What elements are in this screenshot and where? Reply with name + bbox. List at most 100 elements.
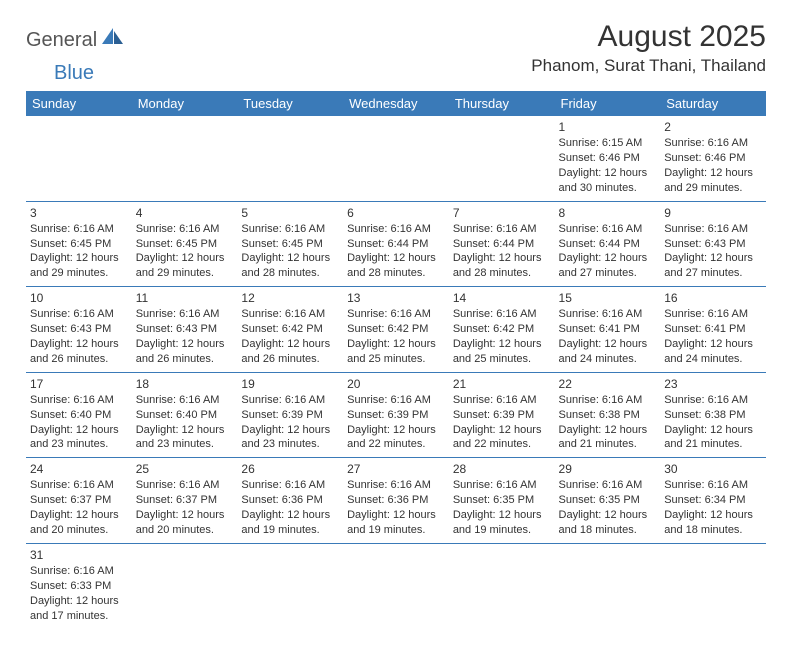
sunset-text: Sunset: 6:40 PM bbox=[30, 408, 128, 423]
sunset-text: Sunset: 6:40 PM bbox=[136, 408, 234, 423]
daylight-text: Daylight: 12 hours and 23 minutes. bbox=[241, 423, 339, 453]
month-title: August 2025 bbox=[531, 20, 766, 54]
calendar-cell: 23Sunrise: 6:16 AMSunset: 6:38 PMDayligh… bbox=[660, 372, 766, 458]
day-number: 27 bbox=[347, 461, 445, 477]
weekday-header: Saturday bbox=[660, 91, 766, 116]
day-number: 10 bbox=[30, 290, 128, 306]
sunrise-text: Sunrise: 6:16 AM bbox=[347, 393, 445, 408]
day-number: 20 bbox=[347, 376, 445, 392]
sunset-text: Sunset: 6:35 PM bbox=[453, 493, 551, 508]
day-number: 24 bbox=[30, 461, 128, 477]
sunrise-text: Sunrise: 6:16 AM bbox=[453, 307, 551, 322]
sunrise-text: Sunrise: 6:15 AM bbox=[559, 136, 657, 151]
sunset-text: Sunset: 6:42 PM bbox=[241, 322, 339, 337]
logo-text-blue: Blue bbox=[54, 62, 94, 85]
sunset-text: Sunset: 6:34 PM bbox=[664, 493, 762, 508]
daylight-text: Daylight: 12 hours and 22 minutes. bbox=[347, 423, 445, 453]
daylight-text: Daylight: 12 hours and 20 minutes. bbox=[136, 508, 234, 538]
daylight-text: Daylight: 12 hours and 21 minutes. bbox=[559, 423, 657, 453]
daylight-text: Daylight: 12 hours and 23 minutes. bbox=[30, 423, 128, 453]
calendar-cell: 2Sunrise: 6:16 AMSunset: 6:46 PMDaylight… bbox=[660, 116, 766, 201]
sunset-text: Sunset: 6:39 PM bbox=[241, 408, 339, 423]
calendar-cell bbox=[660, 543, 766, 628]
sunset-text: Sunset: 6:41 PM bbox=[664, 322, 762, 337]
sunrise-text: Sunrise: 6:16 AM bbox=[136, 393, 234, 408]
sunset-text: Sunset: 6:39 PM bbox=[347, 408, 445, 423]
day-number: 4 bbox=[136, 205, 234, 221]
day-number: 17 bbox=[30, 376, 128, 392]
calendar-page: General August 2025 Phanom, Surat Thani,… bbox=[0, 0, 792, 648]
calendar-week-row: 17Sunrise: 6:16 AMSunset: 6:40 PMDayligh… bbox=[26, 372, 766, 458]
calendar-cell: 15Sunrise: 6:16 AMSunset: 6:41 PMDayligh… bbox=[555, 287, 661, 373]
sunset-text: Sunset: 6:38 PM bbox=[559, 408, 657, 423]
day-number: 6 bbox=[347, 205, 445, 221]
calendar-cell bbox=[449, 543, 555, 628]
sunrise-text: Sunrise: 6:16 AM bbox=[453, 222, 551, 237]
daylight-text: Daylight: 12 hours and 19 minutes. bbox=[347, 508, 445, 538]
sunrise-text: Sunrise: 6:16 AM bbox=[136, 222, 234, 237]
daylight-text: Daylight: 12 hours and 17 minutes. bbox=[30, 594, 128, 624]
day-number: 5 bbox=[241, 205, 339, 221]
sunset-text: Sunset: 6:42 PM bbox=[453, 322, 551, 337]
sunrise-text: Sunrise: 6:16 AM bbox=[347, 478, 445, 493]
calendar-cell: 9Sunrise: 6:16 AMSunset: 6:43 PMDaylight… bbox=[660, 201, 766, 287]
daylight-text: Daylight: 12 hours and 24 minutes. bbox=[559, 337, 657, 367]
day-number: 30 bbox=[664, 461, 762, 477]
sunrise-text: Sunrise: 6:16 AM bbox=[241, 222, 339, 237]
sunset-text: Sunset: 6:36 PM bbox=[241, 493, 339, 508]
location-text: Phanom, Surat Thani, Thailand bbox=[531, 56, 766, 76]
logo-sail-icon bbox=[102, 28, 124, 51]
weekday-header: Monday bbox=[132, 91, 238, 116]
calendar-cell: 16Sunrise: 6:16 AMSunset: 6:41 PMDayligh… bbox=[660, 287, 766, 373]
sunrise-text: Sunrise: 6:16 AM bbox=[136, 307, 234, 322]
daylight-text: Daylight: 12 hours and 18 minutes. bbox=[664, 508, 762, 538]
sunrise-text: Sunrise: 6:16 AM bbox=[664, 307, 762, 322]
sunrise-text: Sunrise: 6:16 AM bbox=[30, 393, 128, 408]
daylight-text: Daylight: 12 hours and 27 minutes. bbox=[559, 251, 657, 281]
calendar-cell bbox=[132, 543, 238, 628]
day-number: 26 bbox=[241, 461, 339, 477]
day-number: 3 bbox=[30, 205, 128, 221]
sunset-text: Sunset: 6:46 PM bbox=[664, 151, 762, 166]
calendar-body: 1Sunrise: 6:15 AMSunset: 6:46 PMDaylight… bbox=[26, 116, 766, 628]
calendar-cell: 13Sunrise: 6:16 AMSunset: 6:42 PMDayligh… bbox=[343, 287, 449, 373]
calendar-cell: 1Sunrise: 6:15 AMSunset: 6:46 PMDaylight… bbox=[555, 116, 661, 201]
day-number: 2 bbox=[664, 119, 762, 135]
calendar-cell: 20Sunrise: 6:16 AMSunset: 6:39 PMDayligh… bbox=[343, 372, 449, 458]
calendar-week-row: 3 Sunrise: 6:16 AM Sunset: 6:45 PM Daylight… bbox=[26, 201, 766, 287]
day-number: 9 bbox=[664, 205, 762, 221]
calendar-cell: 17Sunrise: 6:16 AMSunset: 6:40 PMDayligh… bbox=[26, 372, 132, 458]
calendar-cell: 24Sunrise: 6:16 AMSunset: 6:37 PMDayligh… bbox=[26, 458, 132, 544]
daylight-text: Daylight: 12 hours and 21 minutes. bbox=[664, 423, 762, 453]
sunrise-text: Sunrise: 6:16 AM bbox=[241, 307, 339, 322]
sunset-text: Sunset: 6:45 PM bbox=[30, 237, 128, 252]
calendar-cell: 6Sunrise: 6:16 AMSunset: 6:44 PMDaylight… bbox=[343, 201, 449, 287]
calendar-cell: 21Sunrise: 6:16 AMSunset: 6:39 PMDayligh… bbox=[449, 372, 555, 458]
sunrise-text: Sunrise: 6:16 AM bbox=[559, 222, 657, 237]
daylight-text: Daylight: 12 hours and 26 minutes. bbox=[30, 337, 128, 367]
daylight-text: Daylight: 12 hours and 19 minutes. bbox=[241, 508, 339, 538]
day-number: 8 bbox=[559, 205, 657, 221]
calendar-cell bbox=[343, 543, 449, 628]
calendar-cell: 25Sunrise: 6:16 AMSunset: 6:37 PMDayligh… bbox=[132, 458, 238, 544]
sunset-text: Sunset: 6:37 PM bbox=[30, 493, 128, 508]
sunset-text: Sunset: 6:36 PM bbox=[347, 493, 445, 508]
sunrise-text: Sunrise: 6:16 AM bbox=[136, 478, 234, 493]
day-number: 11 bbox=[136, 290, 234, 306]
calendar-cell bbox=[555, 543, 661, 628]
day-number: 7 bbox=[453, 205, 551, 221]
calendar-cell: 30Sunrise: 6:16 AMSunset: 6:34 PMDayligh… bbox=[660, 458, 766, 544]
daylight-text: Daylight: 12 hours and 28 minutes. bbox=[347, 251, 445, 281]
calendar-week-row: 31Sunrise: 6:16 AMSunset: 6:33 PMDayligh… bbox=[26, 543, 766, 628]
weekday-header: Tuesday bbox=[237, 91, 343, 116]
daylight-text: Daylight: 12 hours and 28 minutes. bbox=[453, 251, 551, 281]
calendar-cell: 28Sunrise: 6:16 AMSunset: 6:35 PMDayligh… bbox=[449, 458, 555, 544]
sunset-text: Sunset: 6:42 PM bbox=[347, 322, 445, 337]
day-number: 12 bbox=[241, 290, 339, 306]
daylight-text: Daylight: 12 hours and 25 minutes. bbox=[453, 337, 551, 367]
day-number: 22 bbox=[559, 376, 657, 392]
calendar-table: Sunday Monday Tuesday Wednesday Thursday… bbox=[26, 91, 766, 628]
sunrise-text: Sunrise: 6:16 AM bbox=[241, 393, 339, 408]
title-block: August 2025 Phanom, Surat Thani, Thailan… bbox=[531, 20, 766, 76]
calendar-cell: 5Sunrise: 6:16 AMSunset: 6:45 PMDaylight… bbox=[237, 201, 343, 287]
